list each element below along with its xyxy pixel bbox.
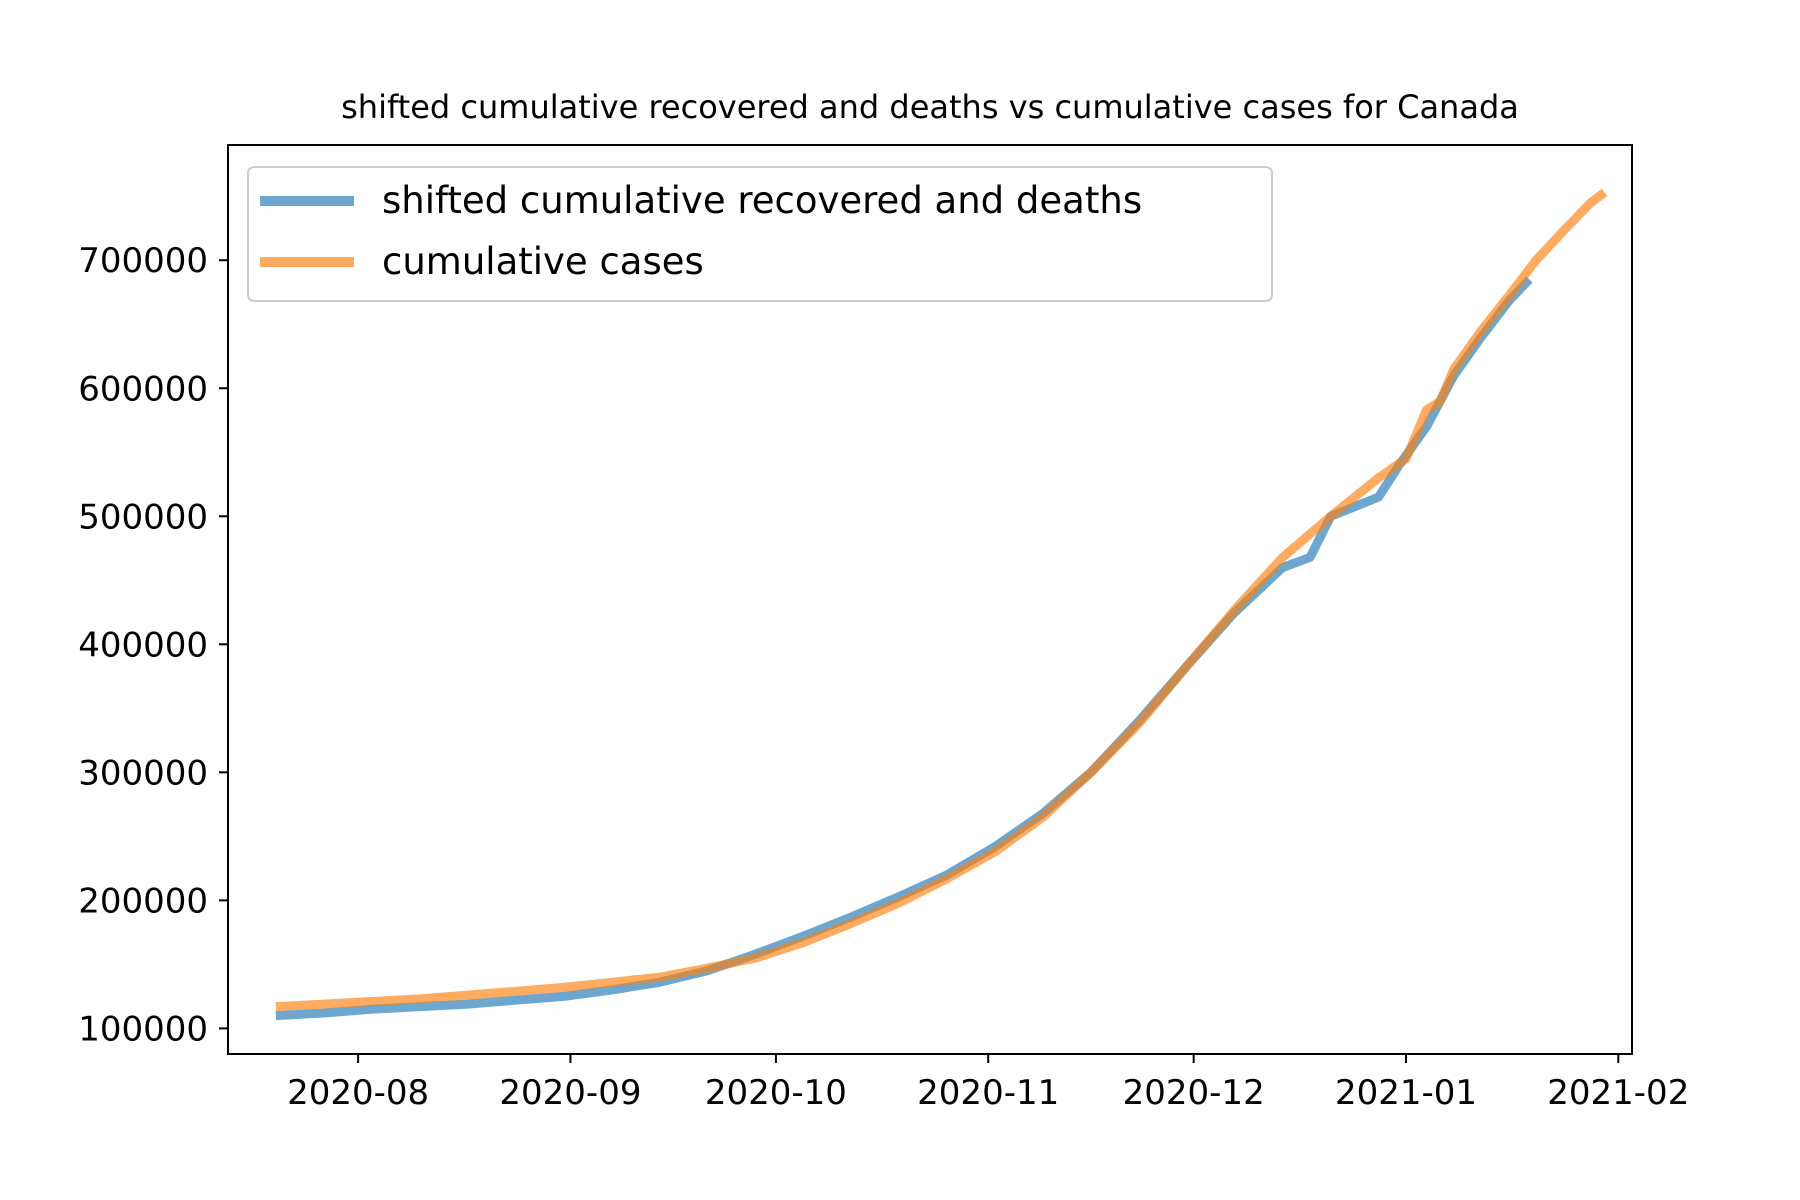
y-axis: 100000 200000 300000 400000 500000 600000 7000…	[78, 241, 228, 1049]
plot-frame	[227, 144, 1633, 1055]
x-tick-label-2: 2020-10	[705, 1073, 847, 1113]
x-tick-label-3: 2020-11	[917, 1073, 1059, 1113]
y-tick-label-6: 700000	[78, 241, 208, 281]
series-line-1	[275, 188, 1608, 1012]
x-tick-label-6: 2021-02	[1547, 1073, 1689, 1113]
x-tick-label-0: 2020-08	[287, 1073, 429, 1113]
series-layer	[275, 188, 1608, 1021]
y-tick-label-0: 100000	[78, 1009, 208, 1049]
x-tick-label-4: 2020-12	[1123, 1073, 1265, 1113]
y-tick-label-5: 600000	[78, 369, 208, 409]
y-tick-label-4: 500000	[78, 497, 208, 537]
y-tick-label-1: 200000	[78, 881, 208, 921]
x-axis: 2020-08 2020-09 2020-10 2020-11 2020-12 2021-…	[287, 1054, 1689, 1113]
x-tick-label-1: 2020-09	[499, 1073, 641, 1113]
y-tick-label-3: 400000	[78, 625, 208, 665]
chart-title: shifted cumulative recovered and deaths …	[341, 88, 1519, 126]
y-tick-label-2: 300000	[78, 753, 208, 793]
legend-label-recovered-deaths: shifted cumulative recovered and deaths	[382, 179, 1142, 222]
legend: shifted cumulative recovered and deaths …	[247, 166, 1273, 302]
x-tick-label-5: 2021-01	[1335, 1073, 1477, 1113]
legend-label-cumulative-cases: cumulative cases	[382, 240, 704, 283]
legend-box	[247, 166, 1273, 302]
